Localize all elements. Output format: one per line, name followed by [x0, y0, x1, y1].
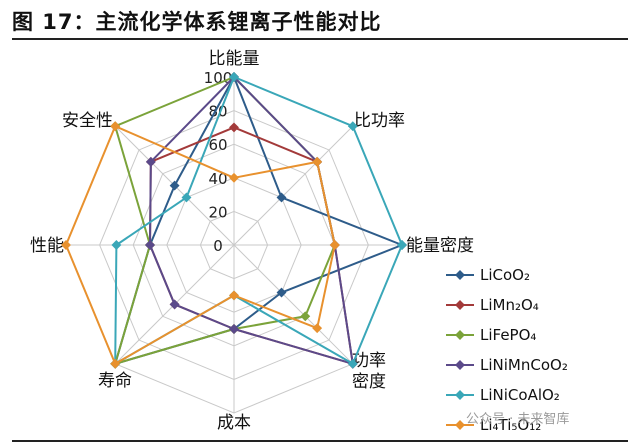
- legend-swatch: [446, 360, 474, 370]
- series-point: [61, 240, 71, 250]
- series-group: [145, 122, 358, 369]
- axis-label: 比功率: [354, 111, 405, 131]
- axis-label: 寿命: [98, 371, 132, 391]
- grid-spoke: [233, 244, 354, 365]
- legend-label: LiFePO₄: [480, 326, 537, 344]
- series-point: [276, 192, 287, 203]
- legend-item: LiNiMnCoO₂: [446, 350, 636, 380]
- series-point: [312, 323, 323, 334]
- series-point: [229, 290, 239, 301]
- bottom-rule: [12, 440, 628, 442]
- axis-label: 安全性: [62, 111, 113, 131]
- radial-tick-label: 0: [213, 237, 223, 255]
- series-point: [329, 240, 340, 250]
- radial-tick-label: 40: [208, 170, 227, 188]
- axis-label: 功率密度: [352, 351, 386, 392]
- axis-label: 比能量: [209, 49, 260, 69]
- series-point: [169, 299, 180, 310]
- series-point: [181, 192, 192, 203]
- watermark: 公众号 · 未来智库: [466, 412, 570, 427]
- legend-item: LiMn₂O₄: [446, 290, 636, 320]
- series-point: [397, 240, 407, 250]
- series-point: [276, 287, 287, 298]
- chart-title: 图 17：主流化学体系锂离子性能对比: [12, 10, 382, 34]
- series-point: [229, 172, 239, 183]
- series-line: [149, 126, 354, 365]
- legend-swatch: [446, 300, 474, 310]
- legend-label: Li₄Ti₅O₁₂: [480, 416, 542, 434]
- legend-item: LiCoO₂: [446, 260, 636, 290]
- legend-label: LiMn₂O₄: [480, 296, 539, 314]
- legend-item: LiFePO₄: [446, 320, 636, 350]
- radial-tick-label: 20: [208, 203, 227, 221]
- series-point: [229, 122, 239, 133]
- series-point: [300, 311, 311, 322]
- series-point: [111, 240, 122, 250]
- series-point: [145, 156, 156, 167]
- legend-item: Li₄Ti₅O₁₂: [446, 410, 636, 440]
- radial-tick-label: 100: [204, 69, 233, 87]
- data-series: [61, 72, 407, 369]
- legend-swatch: [446, 420, 474, 430]
- series-point: [145, 240, 155, 250]
- legend-swatch: [446, 390, 474, 400]
- legend-label: LiNiMnCoO₂: [480, 356, 568, 374]
- legend-item: LiNiCoAlO₂: [446, 380, 636, 410]
- title-underline: [12, 38, 628, 40]
- legend: LiCoO₂ LiMn₂O₄ LiFePO₄ LiNiMnCoO₂ LiNiCoAlO₂…: [446, 260, 636, 440]
- series-point: [229, 72, 239, 82]
- axis-label: 性能: [30, 236, 64, 256]
- legend-label: LiCoO₂: [480, 266, 530, 284]
- series-point: [347, 358, 358, 369]
- axis-label: 能量密度: [406, 236, 474, 256]
- series-point: [169, 180, 180, 191]
- legend-swatch: [446, 270, 474, 280]
- radial-tick-label: 60: [208, 136, 227, 154]
- axis-label: 成本: [217, 413, 251, 433]
- series-point: [229, 324, 239, 334]
- grid-spoke: [233, 125, 354, 246]
- series-point: [312, 156, 323, 167]
- legend-swatch: [446, 330, 474, 340]
- legend-label: LiNiCoAlO₂: [480, 386, 560, 404]
